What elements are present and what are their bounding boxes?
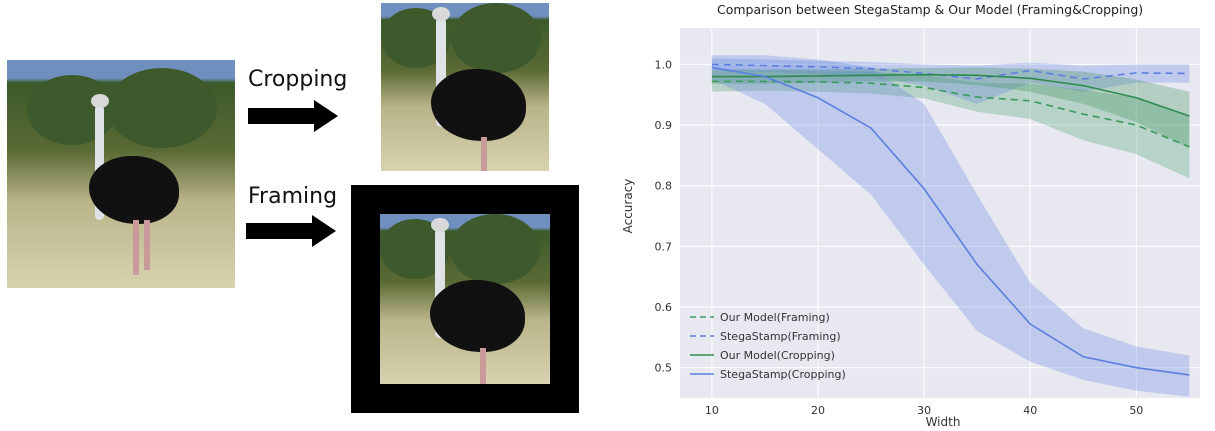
x-tick-label: 30 [917, 404, 931, 417]
y-tick-label: 0.6 [655, 301, 673, 314]
cropping-arrow-icon [248, 100, 338, 132]
legend-label: StegaStamp(Framing) [720, 330, 841, 343]
x-tick-label: 10 [705, 404, 719, 417]
accuracy-line-chart: 10 20 30 40 50 0.5 0.6 0.7 0.8 0.9 1.0 Width Accur… [621, 28, 1200, 429]
x-tick-label: 20 [811, 404, 825, 417]
original-ostrich-image [7, 60, 235, 288]
series-line [711, 63, 1190, 80]
confidence-band [711, 67, 1190, 149]
confidence-band [711, 58, 1190, 104]
y-tick-label: 0.7 [655, 240, 673, 253]
series-line [711, 66, 1190, 376]
series-line [711, 73, 1190, 117]
framing-label: Framing [248, 184, 338, 209]
y-tick-label: 0.5 [655, 362, 673, 375]
framing-arrow-icon [246, 215, 336, 247]
y-tick-label: 1.0 [655, 58, 673, 71]
legend: Our Model(Framing) StegaStamp(Framing) Our… [690, 311, 846, 381]
y-tick-label: 0.9 [655, 119, 673, 132]
legend-label: Our Model(Cropping) [720, 349, 835, 362]
x-axis-label: Width [926, 415, 961, 429]
series-lines [711, 63, 1190, 376]
chart-title: Comparison between StegaStamp & Our Mode… [717, 2, 1144, 17]
cropped-ostrich-image [381, 3, 549, 171]
series-line [711, 80, 1190, 148]
x-tick-label: 40 [1023, 404, 1037, 417]
grid [680, 28, 1200, 398]
cropping-label: Cropping [248, 67, 348, 92]
framed-ostrich-image [380, 214, 550, 384]
y-tick-label: 0.8 [655, 180, 673, 193]
legend-label: StegaStamp(Cropping) [720, 368, 846, 381]
axis-ticks: 10 20 30 40 50 0.5 0.6 0.7 0.8 0.9 1.0 [655, 58, 1144, 417]
x-tick-label: 50 [1129, 404, 1143, 417]
confidence-band [711, 70, 1190, 179]
legend-label: Our Model(Framing) [720, 311, 830, 324]
y-axis-label: Accuracy [621, 179, 635, 234]
